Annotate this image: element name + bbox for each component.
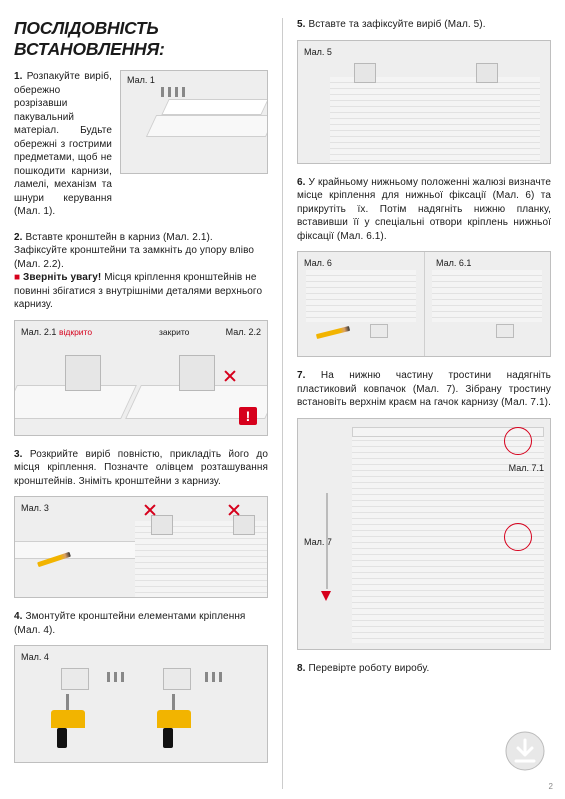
- step-2: 2. Вставте кронштейн в карниз (Мал. 2.1)…: [14, 231, 268, 436]
- drill-icon: [157, 710, 191, 748]
- figure-21-label: Мал. 2.1: [21, 327, 56, 337]
- figure-1: Мал. 1: [120, 70, 268, 174]
- step-6-num: 6.: [297, 177, 306, 188]
- figure-61-label: Мал. 6.1: [436, 258, 471, 268]
- left-column: ПОСЛІДОВНІСТЬ ВСТАНОВЛЕННЯ: 1. Розпакуйт…: [14, 18, 280, 789]
- figure-3: Мал. 3: [14, 496, 268, 598]
- step-5-text: 5. Вставте та зафіксуйте виріб (Мал. 5).: [297, 18, 551, 32]
- column-divider: [282, 18, 283, 789]
- step-3: 3. Розкрийте виріб повністю, прикладіть …: [14, 448, 268, 599]
- figure-5-label: Мал. 5: [304, 47, 332, 57]
- step-2-body: Вставте кронштейн в карниз (Мал. 2.1). З…: [14, 232, 254, 270]
- figure-7: Мал. 7.1 Мал. 7: [297, 418, 551, 650]
- step-2-num: 2.: [14, 232, 23, 243]
- step-8-text: 8. Перевірте роботу виробу.: [297, 662, 551, 676]
- figure-3-label: Мал. 3: [21, 503, 49, 513]
- figure-1-label: Мал. 1: [127, 75, 155, 85]
- step-2-text: 2. Вставте кронштейн в карниз (Мал. 2.1)…: [14, 231, 268, 312]
- step-7-body: На нижню частину тростини надягніть плас…: [297, 370, 551, 408]
- alert-icon: !: [239, 407, 257, 425]
- step-4-num: 4.: [14, 611, 23, 622]
- download-icon: [505, 731, 545, 771]
- figure-4-label: Мал. 4: [21, 652, 49, 662]
- page-title: ПОСЛІДОВНІСТЬ ВСТАНОВЛЕННЯ:: [14, 18, 268, 60]
- step-7-num: 7.: [297, 370, 306, 381]
- step-7-text: 7. На нижню частину тростини надягніть п…: [297, 369, 551, 410]
- figure-6-label: Мал. 6: [304, 258, 332, 268]
- step-3-body: Розкрийте виріб повністю, прикладіть йог…: [14, 449, 268, 487]
- step-7: 7. На нижню частину тростини надягніть п…: [297, 369, 551, 650]
- step-5-body: Вставте та зафіксуйте виріб (Мал. 5).: [308, 19, 485, 30]
- page-number: 2: [549, 782, 553, 791]
- wand-cap-icon: [321, 591, 331, 601]
- step-8-num: 8.: [297, 663, 306, 674]
- step-4-body: Змонтуйте кронштейни елементами кріпленн…: [14, 611, 245, 636]
- step-3-text: 3. Розкрийте виріб повністю, прикладіть …: [14, 448, 268, 489]
- figure-6: Мал. 6 Мал. 6.1: [297, 251, 551, 357]
- drill-icon: [51, 710, 85, 748]
- step-6-text: 6. У крайньому нижньому положенні жалюзі…: [297, 176, 551, 244]
- warning-mark-icon: ■: [14, 272, 20, 283]
- step-5: 5. Вставте та зафіксуйте виріб (Мал. 5).…: [297, 18, 551, 164]
- step-1-body: Розпакуйте виріб, обережно розрізавши па…: [14, 71, 112, 217]
- right-column: 5. Вставте та зафіксуйте виріб (Мал. 5).…: [285, 18, 551, 789]
- warning-label: Зверніть увагу!: [23, 272, 101, 283]
- step-6: 6. У крайньому нижньому положенні жалюзі…: [297, 176, 551, 358]
- step-4-text: 4. Змонтуйте кронштейни елементами кріпл…: [14, 610, 268, 637]
- figure-22-label: Мал. 2.2: [226, 327, 261, 337]
- figure-5: Мал. 5: [297, 40, 551, 164]
- step-5-num: 5.: [297, 19, 306, 30]
- step-8: 8. Перевірте роботу виробу.: [297, 662, 551, 676]
- step-8-body: Перевірте роботу виробу.: [308, 663, 429, 674]
- step-3-num: 3.: [14, 449, 23, 460]
- step-1-num: 1.: [14, 71, 23, 82]
- figure-4: Мал. 4: [14, 645, 268, 763]
- figure-22-sublabel: закрито: [159, 327, 189, 337]
- step-6-body: У крайньому нижньому положенні жалюзі ви…: [297, 177, 551, 242]
- step-1: 1. Розпакуйте виріб, обережно розрізавши…: [14, 70, 268, 219]
- figure-2: Мал. 2.1 відкрито закрито Мал. 2.2 !: [14, 320, 268, 436]
- figure-21-sublabel: відкрито: [59, 327, 92, 337]
- step-4: 4. Змонтуйте кронштейни елементами кріпл…: [14, 610, 268, 763]
- figure-71-label: Мал. 7.1: [509, 463, 544, 473]
- step-1-text: 1. Розпакуйте виріб, обережно розрізавши…: [14, 70, 112, 219]
